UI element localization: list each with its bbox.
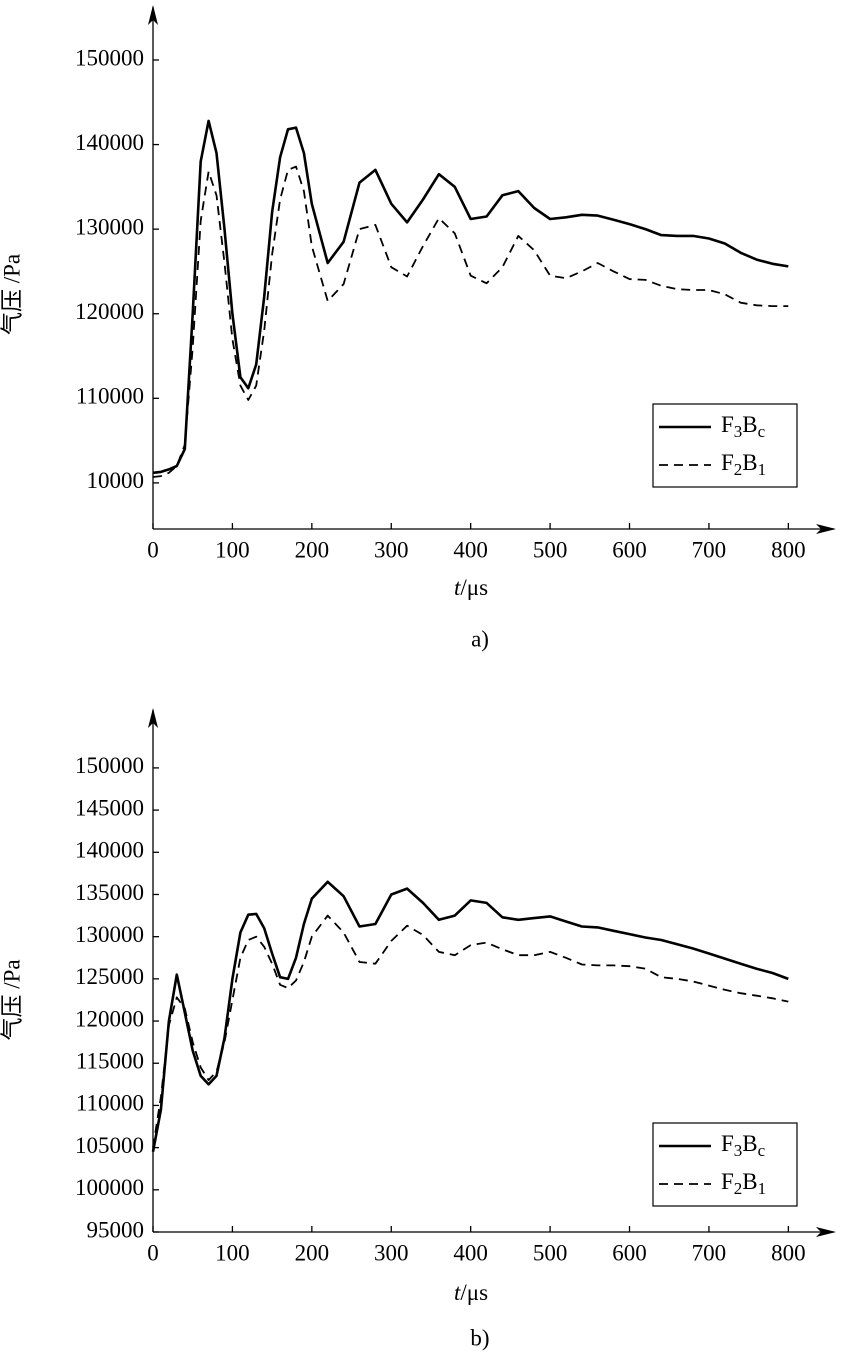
y-tick-label: 100000 — [75, 1175, 144, 1200]
y-tick-label: 115000 — [76, 1049, 144, 1074]
y-tick-label: 130000 — [75, 922, 144, 947]
y-axis-arrow — [148, 708, 158, 728]
x-tick-label: 300 — [374, 537, 409, 562]
x-tick-label: 600 — [612, 1240, 647, 1265]
x-axis-arrow — [816, 524, 836, 534]
caption: a) — [471, 626, 489, 651]
series-line — [152, 914, 789, 1148]
y-tick-label: 150000 — [75, 45, 144, 70]
chart: 0 100 200 300 400 500 600 700 800 95000 100000 1050… — [0, 708, 836, 1350]
x-tick-label: 500 — [533, 1240, 568, 1265]
x-tick-label: 700 — [692, 537, 727, 562]
y-tick-label: 145000 — [75, 795, 144, 820]
legend-label: F3Bc — [721, 1131, 766, 1160]
y-axis-arrow — [148, 5, 158, 25]
x-tick-label: 400 — [453, 537, 488, 562]
y-tick-label: 150000 — [75, 753, 144, 778]
x-axis-label: t/μs — [454, 1280, 488, 1305]
y-tick-label: 135000 — [75, 880, 144, 905]
series-line — [151, 880, 789, 1153]
x-axis-label: t/μs — [454, 575, 488, 600]
y-tick-label: 130000 — [75, 214, 144, 239]
x-tick-label: 100 — [215, 1240, 250, 1265]
x-tick-label: 400 — [453, 1240, 488, 1265]
y-tick-label: 110000 — [76, 1091, 144, 1116]
series-line — [152, 119, 789, 475]
y-tick-label: 105000 — [75, 1133, 144, 1158]
x-tick-label: 0 — [147, 537, 159, 562]
legend: F3Bc F2B1 — [652, 403, 798, 488]
x-tick-label: 500 — [533, 537, 568, 562]
y-axis-label: 气压 /Pa — [0, 959, 24, 1040]
x-tick-label: 600 — [612, 537, 647, 562]
x-tick-label: 0 — [147, 1240, 159, 1265]
y-axis-label: 气压 /Pa — [0, 254, 24, 335]
y-tick-label: 140000 — [75, 838, 144, 863]
legend-label: F2B1 — [721, 450, 766, 479]
x-axis-arrow — [816, 1227, 836, 1237]
x-tick-label: 100 — [215, 537, 250, 562]
caption: b) — [470, 1325, 489, 1350]
x-tick-label: 800 — [771, 1240, 806, 1265]
x-tick-label: 800 — [771, 537, 806, 562]
y-tick-label: 95000 — [87, 1217, 145, 1242]
y-tick-label: 10000 — [87, 468, 145, 493]
y-tick-label: 120000 — [75, 299, 144, 324]
x-tick-label: 200 — [295, 1240, 330, 1265]
legend-label: F3Bc — [721, 412, 766, 441]
legend: F3Bc F2B1 — [652, 1122, 798, 1207]
legend-label: F2B1 — [721, 1169, 766, 1198]
y-tick-label: 110000 — [76, 384, 144, 409]
y-tick-label: 120000 — [75, 1006, 144, 1031]
x-tick-label: 700 — [692, 1240, 727, 1265]
legend-box — [652, 403, 798, 488]
series-line — [152, 165, 789, 478]
legend-box — [652, 1122, 798, 1207]
y-tick-label: 125000 — [75, 964, 144, 989]
x-tick-label: 300 — [374, 1240, 409, 1265]
chart: 0 100 200 300 400 500 600 700 800 10000 110000 1200… — [0, 5, 836, 651]
x-tick-label: 200 — [295, 537, 330, 562]
y-tick-label: 140000 — [75, 130, 144, 155]
